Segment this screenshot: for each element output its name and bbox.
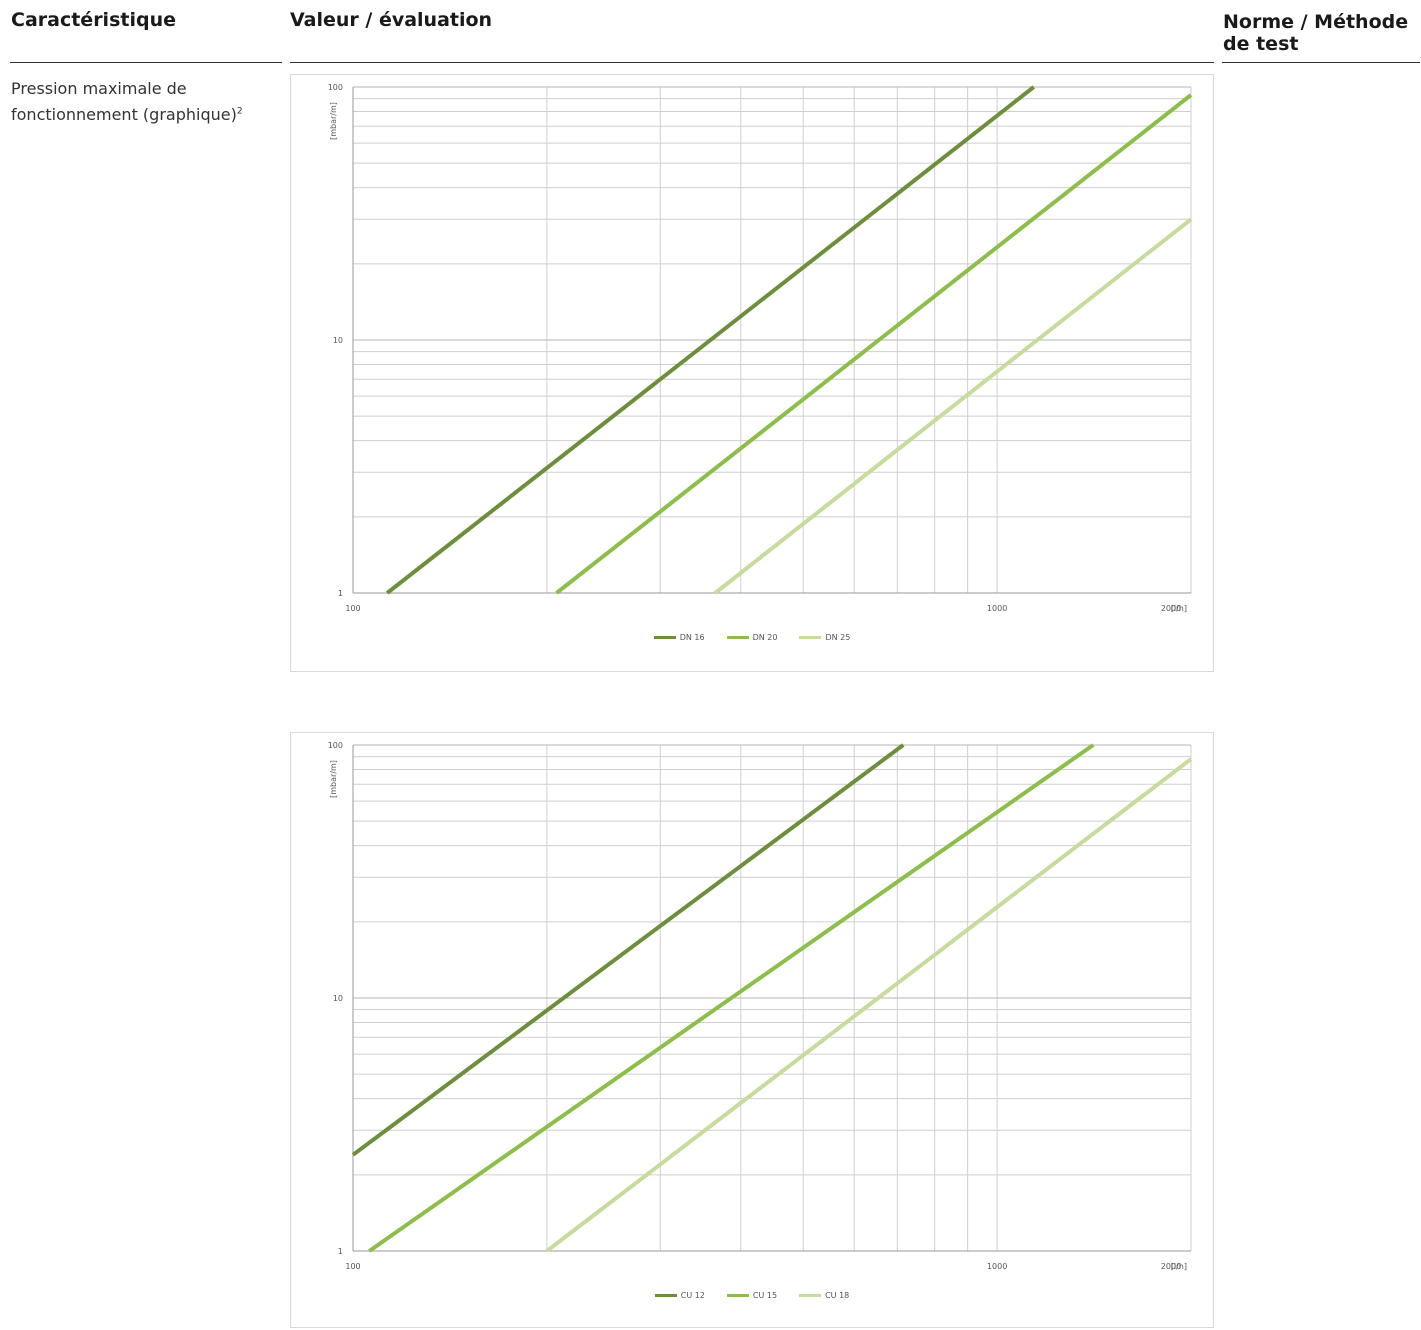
legend-item: DN 20 (726, 633, 778, 642)
y-axis-label: [mbar/m] (329, 102, 338, 140)
x-tick-label: 2000 (1161, 604, 1181, 613)
header-valeur-evaluation: Valeur / évaluation (290, 9, 493, 31)
x-tick-label: 100 (345, 604, 360, 613)
legend-label: DN 16 (679, 633, 705, 642)
y-tick-label: 1 (338, 589, 343, 598)
header-caracteristique: Caractéristique (11, 9, 176, 31)
series-line-dn-25 (713, 217, 1193, 595)
legend-label: DN 25 (825, 633, 851, 642)
series-line-cu-18 (545, 757, 1193, 1253)
row-label-text: Pression maximale de fonctionnement (gra… (11, 79, 237, 124)
legend-item: CU 12 (654, 1291, 705, 1300)
y-tick-label: 1 (338, 1247, 343, 1256)
chart-dn: 100 1000 2000 1 10 100 [l/h] [mbar/m] DN 16 DN 2… (290, 74, 1214, 672)
y-tick-label: 100 (328, 83, 343, 92)
x-tick-label: 1000 (987, 1262, 1007, 1271)
x-axis-label: [l/h] (1171, 1262, 1187, 1271)
legend-item: CU 18 (799, 1291, 849, 1300)
row-label-footnote: 2 (236, 106, 243, 117)
chart-dn-plot: 100 1000 2000 1 10 100 [l/h] [mbar/m] (328, 83, 1193, 613)
chart-cu-plot: 100 1000 2000 1 10 100 [l/h] [mbar/m] (328, 741, 1193, 1271)
legend-label: DN 20 (752, 633, 778, 642)
legend-swatch (654, 1294, 677, 1297)
legend-label: CU 18 (825, 1291, 850, 1300)
series-line-cu-12 (351, 743, 905, 1157)
x-tick-label: 1000 (987, 604, 1007, 613)
series-line-cu-15 (368, 743, 1095, 1253)
header-rule-col2 (290, 62, 1214, 63)
chart-cu-legend: CU 12 CU 15 CU 18 (291, 1291, 1213, 1300)
legend-label: CU 15 (752, 1291, 778, 1300)
y-tick-label: 10 (333, 994, 343, 1003)
x-axis-label: [l/h] (1171, 604, 1187, 613)
header-rule-col1 (10, 62, 282, 63)
legend-swatch (799, 1294, 822, 1297)
legend-swatch (799, 636, 822, 639)
legend-swatch (653, 636, 676, 639)
header-rule-col3 (1222, 62, 1420, 63)
x-tick-label: 100 (345, 1262, 360, 1271)
legend-label: CU 12 (680, 1291, 705, 1300)
row-label: Pression maximale de fonctionnement (gra… (11, 76, 271, 128)
legend-item: DN 16 (653, 633, 705, 642)
y-axis-label: [mbar/m] (329, 760, 338, 798)
chart-dn-legend: DN 16 DN 20 DN 25 (291, 633, 1213, 642)
legend-item: DN 25 (799, 633, 850, 642)
x-tick-label: 2000 (1161, 1262, 1181, 1271)
chart-cu: 100 1000 2000 1 10 100 [l/h] [mbar/m] CU 12 CU 1… (290, 732, 1214, 1328)
y-tick-label: 10 (333, 336, 343, 345)
legend-item: CU 15 (726, 1291, 778, 1300)
series-line-dn-16 (385, 85, 1035, 595)
y-tick-label: 100 (328, 741, 343, 750)
series-line-dn-20 (555, 93, 1193, 595)
header-norme-methode: Norme / Méthode de test (1223, 11, 1409, 55)
legend-swatch (726, 1294, 749, 1297)
legend-swatch (726, 636, 749, 639)
